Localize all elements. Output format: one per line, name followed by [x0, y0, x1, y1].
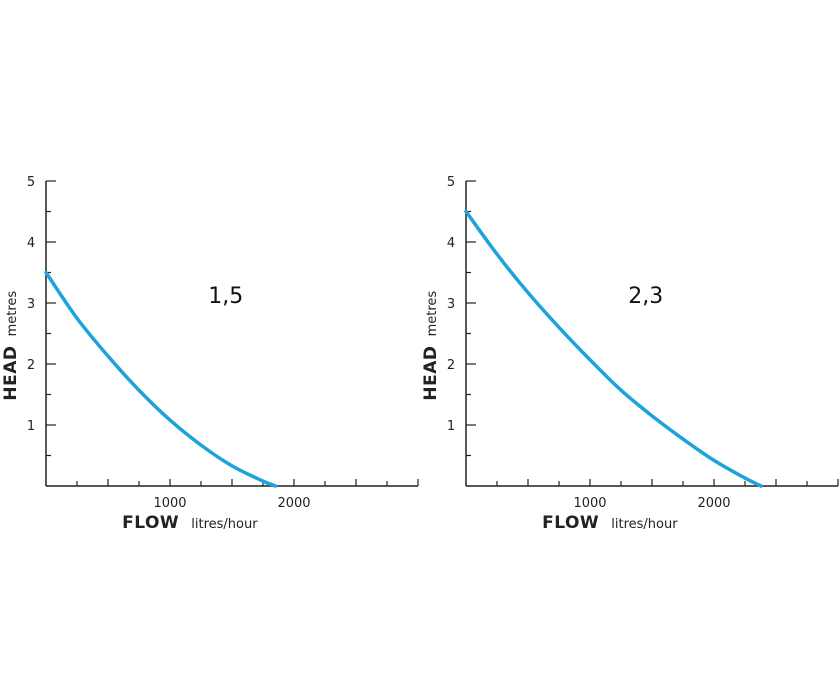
axes	[465, 181, 838, 487]
chart-right-svg: 1000 2000 1 2 3 4 5 2,3 FLOW litres/hour HEAD …	[421, 175, 839, 533]
y-axis-title: HEAD metres	[1, 291, 21, 401]
pump-curve-chart-right: 1000 2000 1 2 3 4 5 2,3 FLOW litres/hour HEAD …	[420, 160, 840, 560]
y-tick-label: 5	[27, 175, 35, 190]
y-tick-label: 5	[447, 175, 455, 190]
x-axis-title-unit: litres/hour	[191, 517, 258, 532]
y-axis-title-unit: metres	[425, 291, 440, 337]
y-tick-label: 3	[27, 297, 35, 312]
x-tick-label: 1000	[153, 496, 186, 511]
x-axis-title-main: FLOW	[542, 513, 599, 533]
y-tick-label: 4	[27, 236, 35, 251]
y-axis-title-main: HEAD	[421, 345, 441, 400]
axes	[45, 181, 418, 487]
y-axis-title: HEAD metres	[421, 291, 441, 401]
pump-curve-line	[44, 270, 278, 488]
x-tick-label: 2000	[277, 496, 310, 511]
chart-left-svg: 1000 2000 1 2 3 4 5 1,5 FLOW litres/hour HEAD …	[1, 175, 419, 533]
x-axis-title-main: FLOW	[122, 513, 179, 533]
ticks	[466, 180, 839, 486]
y-tick-label: 4	[447, 236, 455, 251]
x-axis-title: FLOW litres/hour	[122, 513, 258, 533]
tick-labels: 1000 2000 1 2 3 4 5	[447, 175, 731, 511]
y-axis-title-main: HEAD	[1, 345, 21, 400]
pump-curve-line	[464, 209, 763, 488]
ticks	[46, 180, 419, 486]
y-axis-title-unit: metres	[5, 291, 20, 337]
y-tick-label: 1	[447, 419, 455, 434]
y-tick-label: 2	[447, 358, 455, 373]
curve-annotation: 2,3	[628, 284, 663, 309]
x-tick-label: 1000	[573, 496, 606, 511]
pump-curve-chart-left: 1000 2000 1 2 3 4 5 1,5 FLOW litres/hour HEAD …	[0, 160, 420, 560]
x-axis-title: FLOW litres/hour	[542, 513, 678, 533]
y-tick-label: 1	[27, 419, 35, 434]
y-tick-label: 2	[27, 358, 35, 373]
curve-annotation: 1,5	[208, 284, 243, 309]
y-tick-label: 3	[447, 297, 455, 312]
tick-labels: 1000 2000 1 2 3 4 5	[27, 175, 311, 511]
x-tick-label: 2000	[697, 496, 730, 511]
x-axis-title-unit: litres/hour	[611, 517, 678, 532]
